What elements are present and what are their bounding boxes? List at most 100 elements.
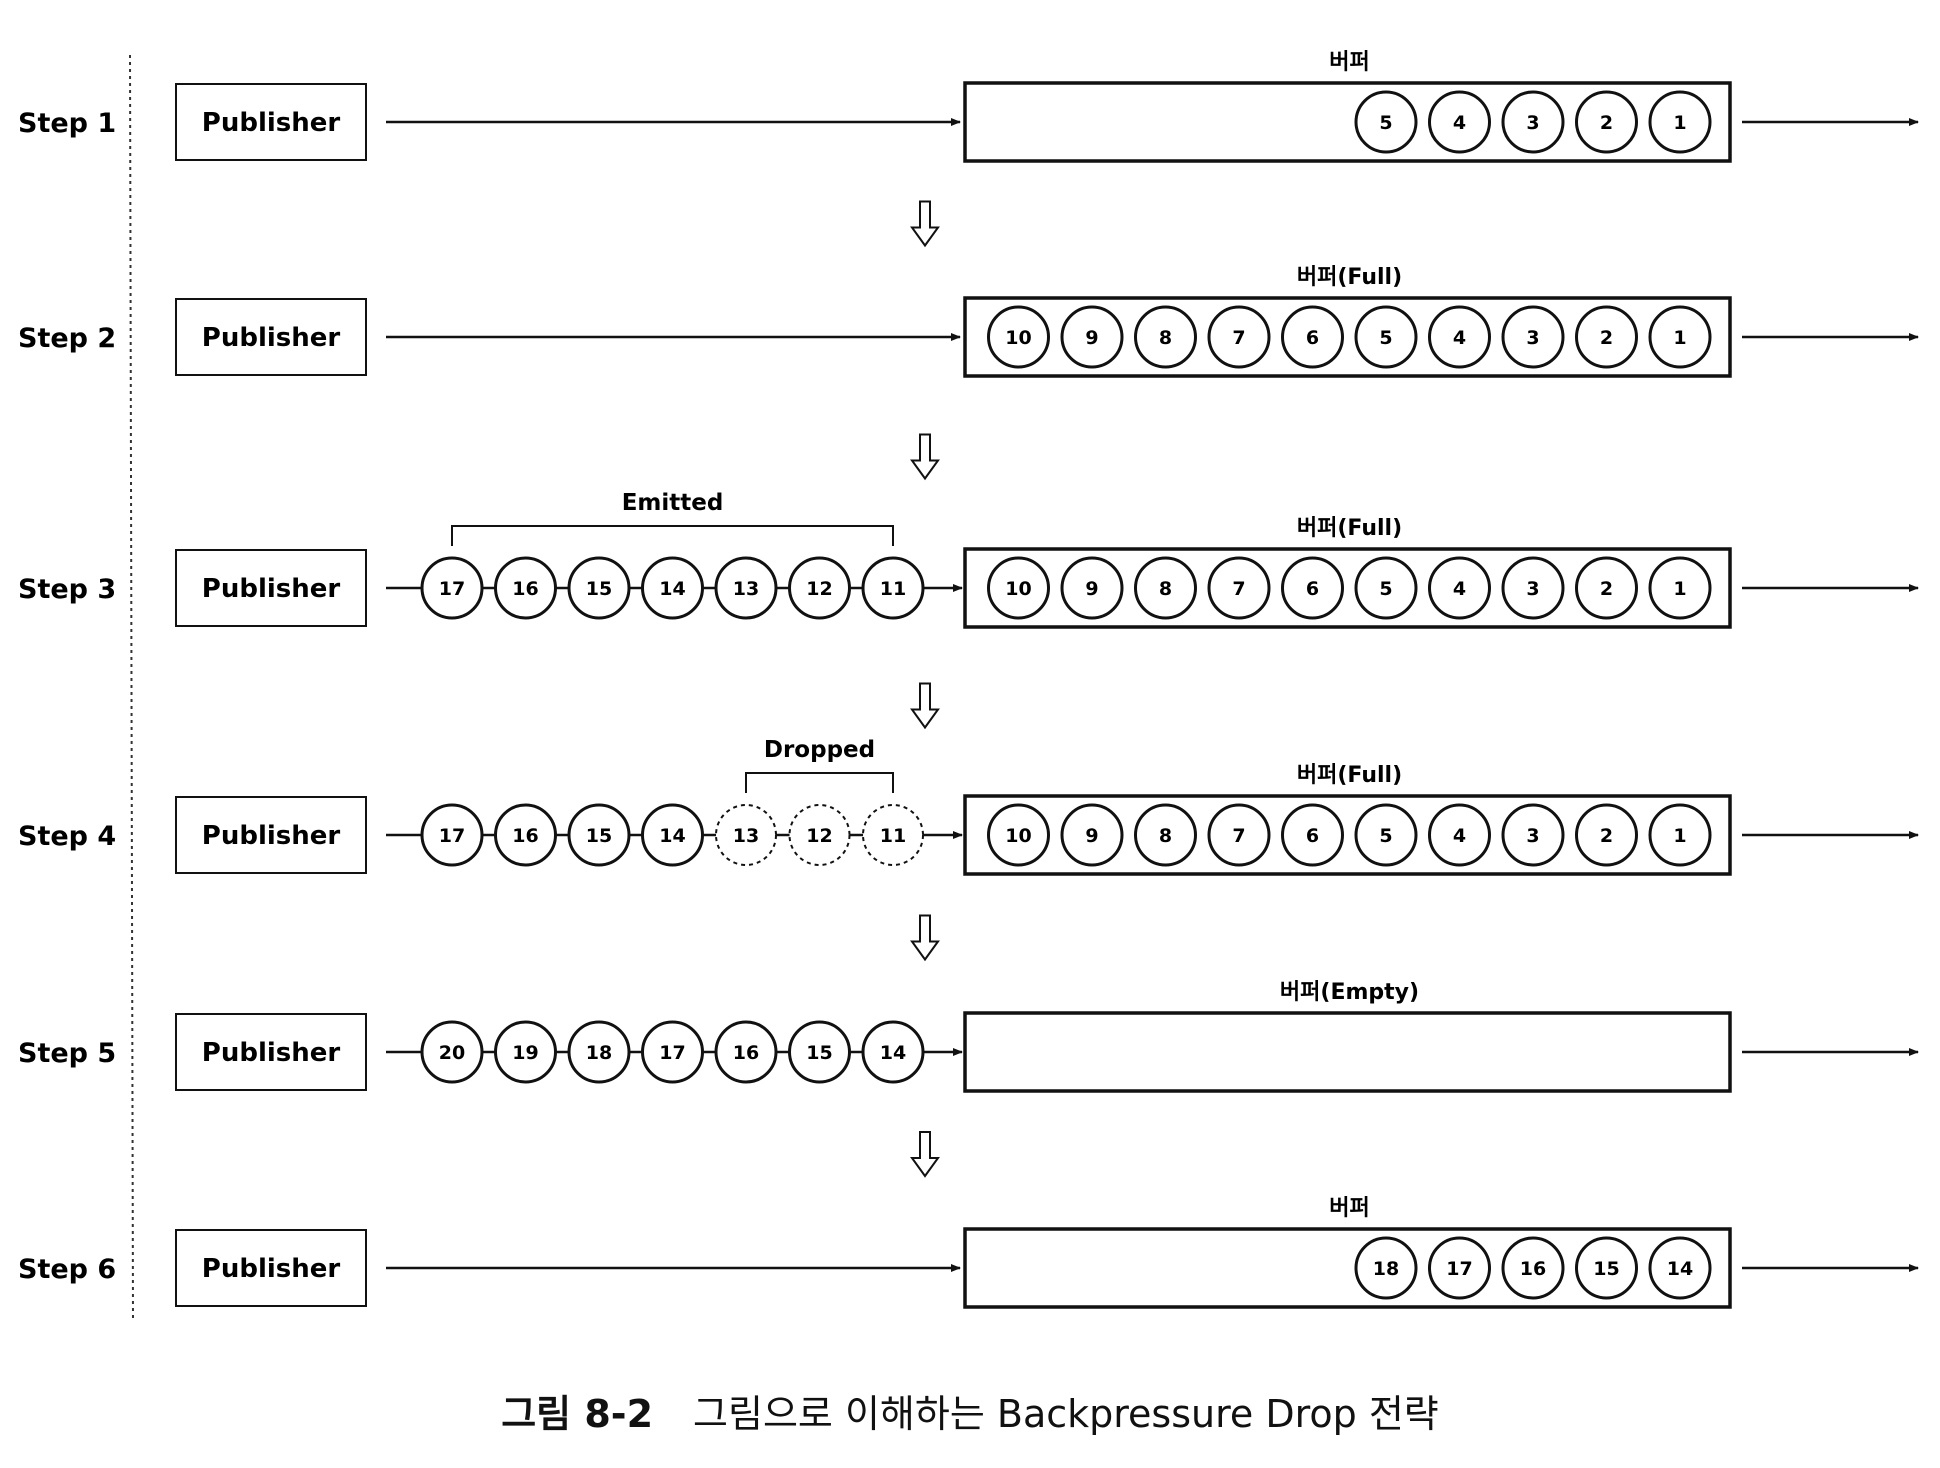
signal-value: 12 [806,578,832,600]
signal-value: 4 [1453,327,1466,349]
signal-value: 1 [1673,825,1686,847]
buffered-signal [1281,803,1344,867]
buffered-signal [1501,1236,1565,1300]
buffer-label: 버퍼 [1329,1196,1369,1221]
buffered-signal [1648,305,1712,369]
backpressure-drop-diagram: Step 1 Publisher 버퍼 5 4 3 2 1 Step 2 Publisher 버퍼(… [18,50,1919,1323]
publisher-box [175,549,367,627]
buffered-signal [1648,803,1712,867]
signal-value: 7 [1232,578,1245,600]
down-arrow-icon [910,682,940,730]
emitted-signal [494,803,557,867]
signal-value: 17 [1446,1258,1472,1280]
step-label: Step 2 [18,323,116,354]
signal-value: 5 [1379,578,1392,600]
buffered-signal [1648,556,1712,620]
signal-value: 7 [1232,327,1245,349]
buffered-signal [1428,305,1491,369]
signal-value: 2 [1600,825,1613,847]
signal-value: 7 [1232,825,1245,847]
buffered-signal [1134,305,1197,369]
signal-value: 6 [1306,578,1319,600]
signal-value: 3 [1526,112,1539,134]
signal-value: 11 [880,825,906,847]
emitted-signal [714,1020,778,1084]
buffer-label: 버퍼(Full) [1297,516,1402,541]
buffered-signal [1060,305,1124,369]
signal-value: 9 [1085,578,1098,600]
buffered-signal [1428,1236,1491,1300]
emitted-signal [641,556,704,620]
buffer-label: 버퍼(Full) [1297,763,1402,788]
buffered-signal [1428,803,1491,867]
emitted-signal [567,803,631,867]
down-arrow-icon [910,200,940,248]
signal-value: 19 [512,1042,538,1064]
down-arrow-icon [910,433,940,481]
buffered-signal [1501,803,1565,867]
signal-value: 3 [1526,578,1539,600]
buffered-signal [1575,1236,1638,1300]
emitted-signal [788,556,851,620]
buffered-signal [1207,556,1271,620]
buffered-signal [1428,90,1491,154]
step-divider-line [129,54,134,1323]
figure-number: 그림 8-2 [501,1392,654,1436]
buffered-signal [987,803,1050,867]
signal-value: 18 [586,1042,612,1064]
dropped-signal [788,804,851,866]
buffered-signal [1501,556,1565,620]
signal-value: 14 [1667,1258,1693,1280]
emitted-signal [641,803,704,867]
emitted-signal [494,1020,557,1084]
signal-value: 9 [1085,327,1098,349]
signal-value: 16 [512,578,538,600]
buffer-box [963,1011,1732,1093]
signal-value: 6 [1306,327,1319,349]
buffered-signal [1354,1236,1418,1300]
signal-value: 18 [1373,1258,1399,1280]
signal-value: 10 [1005,327,1031,349]
signal-value: 16 [512,825,538,847]
signal-value: 1 [1673,327,1686,349]
signal-value: 5 [1379,112,1392,134]
dropped-bracket [745,772,894,793]
buffered-signal [1354,556,1418,620]
buffered-signal [1060,556,1124,620]
buffer-label: 버퍼(Full) [1297,265,1402,290]
signal-value: 6 [1306,825,1319,847]
signal-value: 8 [1159,578,1172,600]
signal-value: 2 [1600,578,1613,600]
signal-value: 12 [806,825,832,847]
buffered-signal [987,305,1050,369]
emitted-signal [861,556,925,620]
signal-value: 9 [1085,825,1098,847]
buffered-signal [987,556,1050,620]
signal-value: 14 [880,1042,906,1064]
buffered-signal [1648,90,1712,154]
step-label: Step 1 [18,108,116,139]
signal-value: 3 [1526,327,1539,349]
buffered-signal [1281,305,1344,369]
buffered-signal [1207,305,1271,369]
dropped-signal [862,804,924,866]
publisher-box [175,1013,367,1091]
signal-value: 14 [659,825,685,847]
signal-value: 15 [1593,1258,1619,1280]
step-label: Step 3 [18,574,116,605]
emitted-signal [861,1020,925,1084]
signal-value: 4 [1453,112,1466,134]
buffered-signal [1354,803,1418,867]
signal-value: 13 [733,578,759,600]
signal-value: 17 [439,825,465,847]
publisher-box [175,1229,367,1307]
publisher-box [175,298,367,376]
figure-title: 그림으로 이해하는 Backpressure Drop 전략 [693,1392,1439,1436]
emitted-signal [494,556,557,620]
signal-value: 2 [1600,327,1613,349]
emitted-signal [420,556,484,620]
emitted-signal [567,556,631,620]
bracket-label: Dropped [764,737,875,763]
figure-caption: 그림 8-2 그림으로 이해하는 Backpressure Drop 전략 [0,1383,1940,1438]
publisher-label: Publisher [202,323,341,353]
